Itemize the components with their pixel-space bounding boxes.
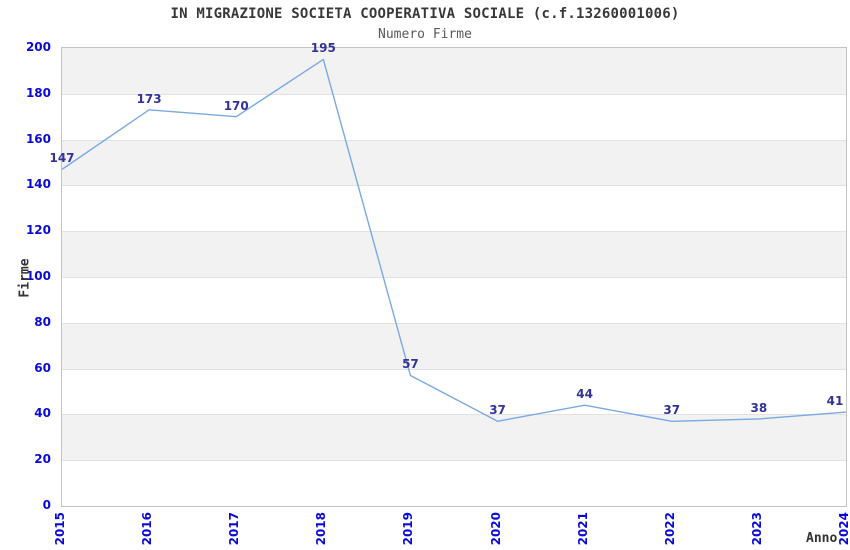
grid-line: [62, 368, 846, 370]
y-tick-label: 120: [25, 223, 51, 238]
grid-band: [62, 277, 846, 323]
x-tick-label: 2021: [575, 512, 590, 546]
data-point-label: 37: [489, 403, 506, 418]
x-tick-label: 2023: [749, 512, 764, 546]
x-tick-label: 2017: [227, 512, 242, 546]
y-axis-title: Firme: [17, 258, 33, 298]
y-tick-label: 20: [34, 452, 51, 467]
y-tick-label: 200: [25, 40, 51, 54]
x-axis-title: Anno: [806, 531, 838, 546]
x-tick-label: 2019: [401, 512, 416, 546]
data-point-label: 44: [576, 387, 594, 402]
y-tick-label: 60: [34, 360, 51, 375]
grid-line: [62, 460, 846, 462]
grid-line: [62, 139, 846, 141]
chart-title: IN MIGRAZIONE SOCIETA COOPERATIVA SOCIAL…: [170, 6, 680, 22]
x-tick-label: 2018: [314, 512, 329, 546]
x-tick-label: 2015: [53, 512, 67, 546]
data-point-label: 195: [310, 41, 336, 56]
y-tick-label: 180: [25, 85, 51, 100]
grid-band: [62, 139, 846, 186]
grid-band: [62, 185, 846, 232]
grid-band: [62, 93, 846, 140]
y-tick-label: 100: [25, 269, 51, 283]
data-point-label: 37: [663, 403, 681, 418]
data-point-label: 173: [136, 91, 162, 106]
y-tick-label: 140: [25, 177, 51, 192]
y-tick-label: 0: [42, 498, 51, 512]
data-point-label: 38: [750, 400, 768, 415]
grid-band: [62, 414, 846, 461]
data-point-label: 57: [402, 357, 419, 372]
x-tick-label: 2020: [488, 512, 503, 546]
plot-area: 147 173 170 195 57 37 44 37 38 41: [49, 42, 847, 507]
data-point-label: 170: [223, 98, 249, 113]
y-tick-label: 80: [34, 314, 51, 329]
grid-band: [62, 322, 846, 369]
grid-line: [62, 93, 846, 95]
grid-line: [62, 414, 846, 416]
data-point-label: 147: [49, 151, 75, 166]
grid-band: [62, 460, 846, 506]
x-tick-label: 2024: [837, 512, 850, 546]
grid-band: [62, 231, 846, 277]
y-tick-label: 40: [34, 406, 51, 421]
chart-subtitle: Numero Firme: [378, 27, 472, 42]
series-line: [61, 58, 847, 422]
y-tick-label: 160: [25, 131, 51, 146]
x-tick-label: 2022: [662, 512, 677, 546]
grid-line: [62, 277, 846, 278]
data-point-label: 41: [826, 394, 844, 409]
x-tick-label: 2016: [140, 512, 155, 546]
grid-band: [62, 368, 846, 415]
grid-line: [62, 185, 846, 187]
grid-line: [62, 322, 846, 324]
grid-line: [62, 231, 846, 233]
grid-band: [62, 48, 846, 94]
